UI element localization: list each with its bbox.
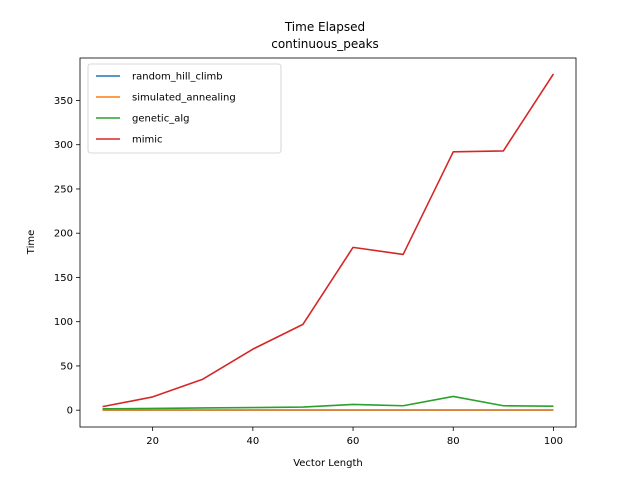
series-line-mimic — [102, 73, 555, 408]
x-tick-label: 40 — [246, 436, 259, 447]
y-tick-label: 150 — [54, 273, 73, 284]
y-tick-label: 50 — [60, 361, 73, 372]
y-axis: 0 50 100 150 200 250 300 350 — [54, 96, 80, 417]
x-tick-label: 60 — [347, 436, 360, 447]
legend-label: genetic_alg — [132, 114, 189, 125]
y-tick-label: 250 — [54, 184, 73, 195]
y-tick-label: 200 — [54, 229, 73, 240]
y-tick-label: 100 — [54, 317, 73, 328]
legend: random_hill_climb simulated_annealinggene… — [87, 63, 282, 154]
plot-area — [79, 57, 577, 428]
chart-title: Time Elapsed — [284, 20, 365, 34]
chart-subtitle: continuous_peaks — [271, 37, 379, 51]
series-layer — [102, 73, 555, 411]
x-axis-title: Vector Length — [293, 458, 363, 469]
legend-label: random_hill_climb — [132, 72, 223, 83]
y-tick-label: 0 — [67, 406, 73, 417]
x-tick-label: 20 — [146, 436, 159, 447]
y-axis-title: Time — [26, 230, 37, 255]
legend-label: mimic — [132, 135, 163, 146]
plot-frame — [79, 57, 577, 428]
x-tick-label: 80 — [447, 436, 460, 447]
x-tick-label: 100 — [544, 436, 563, 447]
legend-label: simulated_annealing — [132, 93, 236, 104]
series-line-genetic-alg — [102, 395, 554, 410]
y-tick-label: 300 — [54, 140, 73, 151]
x-axis: 20 40 60 80 100 — [146, 427, 563, 447]
legend-frame — [87, 63, 282, 154]
y-tick-label: 350 — [54, 96, 73, 107]
